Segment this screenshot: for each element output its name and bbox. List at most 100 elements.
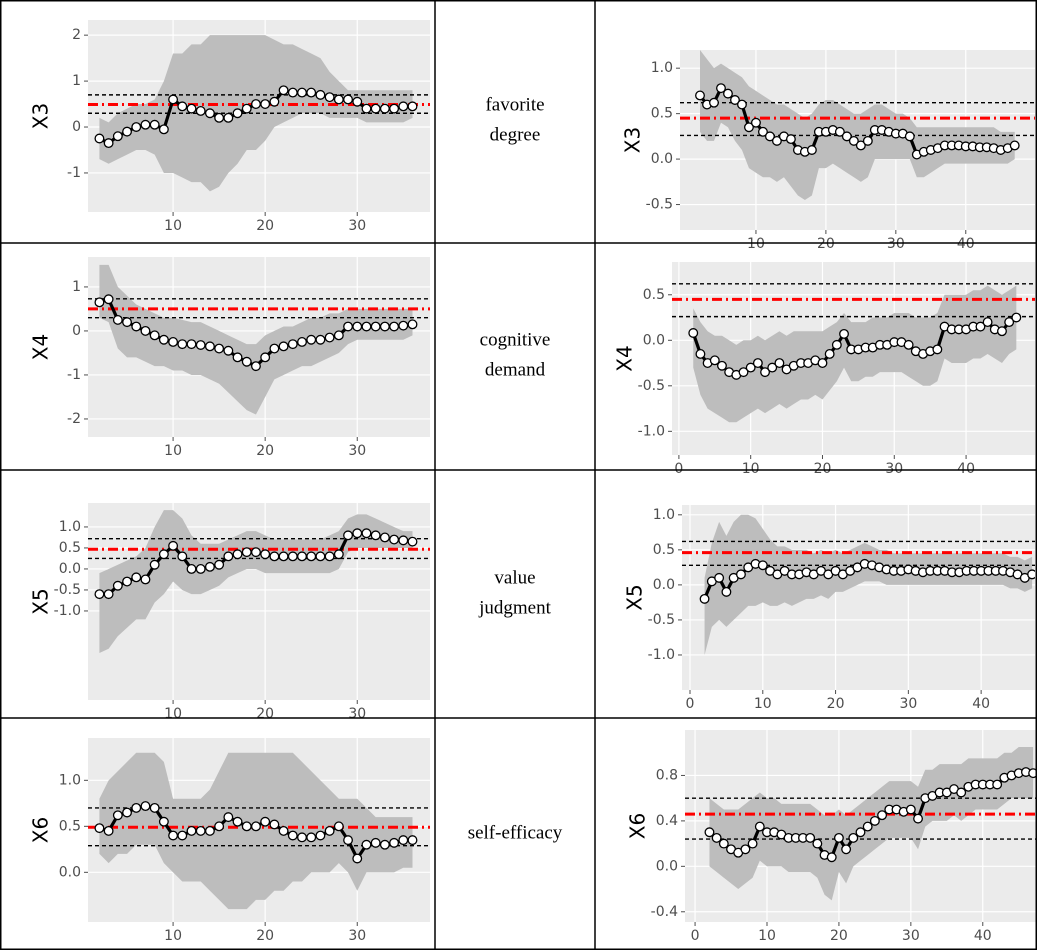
estimate-point: [315, 830, 326, 841]
confidence-band: [704, 514, 1033, 655]
estimate-point: [343, 94, 353, 105]
estimate-point: [751, 117, 761, 128]
y-tick-label: -1.0: [648, 647, 675, 663]
estimate-point: [186, 103, 197, 114]
estimate-point: [771, 135, 782, 146]
estimate-point: [343, 835, 353, 846]
estimate-point: [333, 94, 344, 105]
estimate-point: [398, 101, 409, 112]
row-label: self-efficacy: [468, 822, 563, 843]
estimate-point: [407, 536, 418, 547]
estimate-point: [177, 830, 188, 841]
y-tick-label: 0.0: [643, 332, 665, 348]
estimate-point: [754, 821, 765, 832]
estimate-point: [324, 825, 335, 836]
estimate-point: [324, 92, 335, 103]
estimate-point: [352, 96, 363, 107]
row-label: demand: [485, 359, 546, 380]
estimate-point: [204, 561, 215, 572]
x-tick-label: 10: [164, 218, 182, 234]
y-tick-label: -0.5: [638, 378, 665, 394]
estimate-point: [718, 838, 729, 849]
x-tick-label: 0: [674, 461, 683, 477]
estimate-point: [260, 352, 271, 363]
chart: -2 -1 0 1 10 20 30 X4: [29, 257, 430, 459]
estimate-point: [826, 852, 837, 863]
estimate-point: [877, 810, 888, 821]
estimate-point: [324, 551, 335, 562]
estimate-point: [704, 827, 715, 838]
estimate-point: [278, 825, 289, 836]
estimate-point: [204, 341, 215, 352]
estimate-point: [122, 317, 132, 328]
estimate-point: [112, 580, 123, 591]
estimate-point: [905, 804, 916, 815]
estimate-point: [398, 320, 409, 331]
x-tick-label: 30: [885, 461, 903, 477]
estimate-point: [379, 103, 390, 114]
estimate-point: [241, 356, 252, 367]
chart: -0.4 0.0 0.4 0.8 0 10 20 30 40 X6: [626, 730, 1036, 944]
estimate-point: [723, 88, 733, 99]
estimate-point: [855, 827, 866, 838]
estimate-point: [94, 297, 105, 308]
y-tick-label: 1.0: [59, 772, 81, 788]
estimate-point: [186, 825, 197, 836]
estimate-point: [223, 345, 234, 356]
y-tick-label: -2: [67, 411, 81, 427]
estimate-point: [352, 321, 363, 332]
estimate-point: [297, 87, 307, 98]
x-tick-label: 20: [817, 236, 835, 252]
estimate-point: [745, 362, 756, 373]
estimate-point: [730, 95, 740, 105]
estimate-point: [812, 838, 823, 849]
estimate-point: [841, 844, 852, 855]
estimate-point: [103, 138, 114, 149]
y-axis-label: X4: [29, 334, 53, 360]
chart: -1.0 -0.5 0.0 0.5 0 10 20 30 40 X4: [613, 262, 1035, 477]
estimate-point: [831, 339, 842, 350]
estimate-point: [168, 830, 179, 841]
estimate-point: [149, 559, 160, 570]
y-tick-label: 1.0: [651, 60, 673, 76]
y-tick-label: -1: [67, 367, 81, 383]
estimate-point: [1011, 312, 1022, 323]
estimate-point: [343, 321, 353, 332]
x-tick-label: 0: [686, 696, 695, 712]
estimate-point: [241, 547, 252, 558]
x-tick-label: 20: [814, 461, 832, 477]
y-axis-label: X3: [621, 127, 645, 153]
estimate-point: [361, 528, 372, 539]
estimate-point: [195, 105, 206, 116]
y-tick-label: -0.4: [651, 904, 678, 920]
estimate-point: [379, 839, 390, 850]
y-axis-label: X5: [623, 584, 647, 610]
estimate-point: [140, 325, 151, 336]
estimate-point: [774, 358, 785, 369]
row-label: judgment: [478, 597, 551, 618]
estimate-point: [736, 569, 746, 580]
estimate-point: [297, 336, 307, 347]
plot-content: [682, 514, 1035, 655]
x-tick-label: 30: [899, 696, 917, 712]
estimate-point: [1009, 140, 1020, 151]
estimate-point: [699, 593, 710, 604]
plot-content: [88, 510, 430, 653]
y-tick-label: -1: [67, 165, 81, 181]
estimate-point: [407, 835, 418, 846]
estimate-point: [315, 89, 326, 100]
estimate-point: [260, 549, 271, 560]
estimate-point: [269, 343, 280, 354]
estimate-point: [131, 321, 142, 332]
estimate-point: [204, 825, 215, 836]
x-tick-label: 30: [348, 218, 366, 234]
x-tick-label: 10: [758, 928, 776, 944]
estimate-point: [333, 330, 344, 341]
estimate-point: [975, 321, 986, 332]
estimate-point: [306, 832, 317, 843]
estimate-point: [195, 563, 206, 574]
estimate-point: [688, 328, 699, 338]
